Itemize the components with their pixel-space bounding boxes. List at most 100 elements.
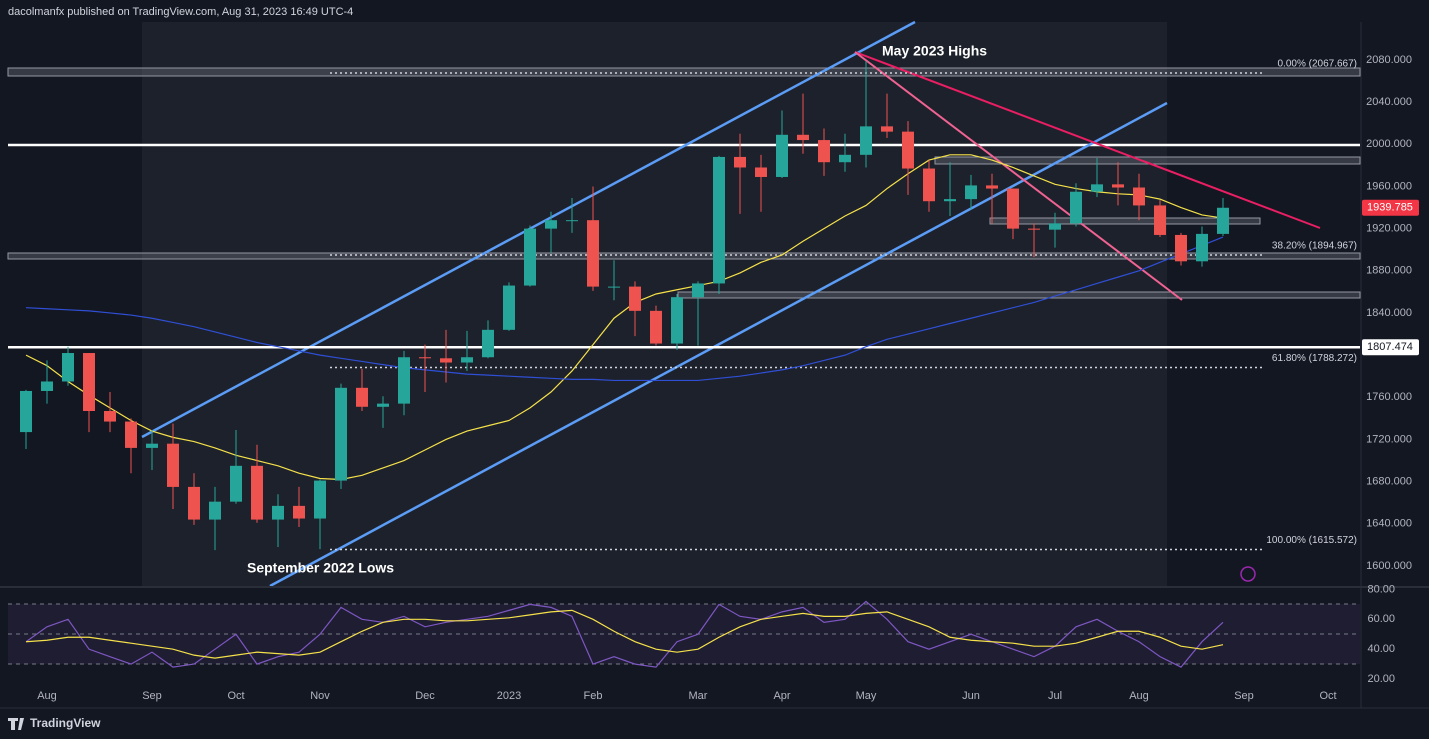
y-tick-label: 1880.000 — [1366, 265, 1412, 277]
candle-body — [146, 443, 158, 448]
x-tick-label: Dec — [415, 690, 435, 702]
candle-body — [1028, 228, 1040, 230]
fib-label: 38.20% (1894.967) — [1272, 241, 1357, 252]
footer: TradingView — [30, 716, 101, 730]
zones — [7, 67, 1361, 299]
x-tick-label: Apr — [773, 690, 790, 702]
candle-body — [20, 390, 32, 433]
x-tick-label: Oct — [227, 690, 244, 702]
trend-line — [854, 51, 1321, 229]
plot: 0.00% (2067.667) 38.20% (1894.967) 61.80% … — [8, 59, 1360, 551]
x-tick-label: Jun — [962, 690, 980, 702]
zone — [7, 252, 1361, 260]
candle-body — [671, 297, 683, 344]
y-tick-label: 1840.000 — [1366, 307, 1412, 319]
rsi-plot — [25, 600, 1224, 668]
candle-body — [1217, 207, 1229, 234]
candle-body — [650, 310, 662, 344]
candle-body — [755, 167, 767, 177]
candle-body — [608, 286, 620, 288]
x-tick-label: Mar — [689, 690, 708, 702]
x-tick-label: Sep — [1234, 690, 1254, 702]
candle-body — [209, 501, 221, 520]
candle-body — [587, 220, 599, 287]
candle-body — [1007, 188, 1019, 229]
candle-body — [419, 357, 431, 359]
candle-body — [314, 480, 326, 519]
y-tick-label: 1760.000 — [1366, 391, 1412, 403]
candle-body — [986, 185, 998, 189]
candle-body — [965, 185, 977, 200]
x-tick-label: May — [856, 690, 877, 702]
candle-body — [1175, 234, 1187, 262]
icon[interactable] — [1240, 566, 1256, 582]
moving-average — [25, 154, 1224, 481]
candle-body — [230, 465, 242, 502]
annotation: May 2023 Highs — [882, 43, 987, 59]
rsi-tick-label: 80.00 — [1367, 583, 1395, 595]
channel-line — [269, 101, 1168, 588]
fib-label: 0.00% (2067.667) — [1277, 59, 1357, 70]
y-tick-label: 2000.000 — [1366, 138, 1412, 150]
candle-body — [629, 286, 641, 311]
candle-body — [503, 285, 515, 330]
candle-body — [860, 126, 872, 155]
candle-body — [797, 134, 809, 141]
trend-line — [854, 51, 1183, 301]
candle-body — [41, 381, 53, 391]
zone — [7, 67, 1361, 77]
candle-body — [566, 220, 578, 222]
candle-body — [839, 154, 851, 163]
rsi-ma-line — [25, 609, 1224, 659]
candle-body — [104, 411, 116, 422]
candle-body — [83, 353, 95, 412]
rsi-tick-label: 20.00 — [1367, 673, 1395, 685]
candle-body — [545, 220, 557, 229]
y-tick-label: 2040.000 — [1366, 96, 1412, 108]
candle-body — [776, 134, 788, 177]
candle-body — [272, 505, 284, 520]
candle-body — [62, 353, 74, 382]
rsi-tick-label: 40.00 — [1367, 643, 1395, 655]
header: dacolmanfx published on TradingView.com,… — [8, 6, 353, 18]
candle-body — [461, 357, 473, 363]
moving-average — [25, 236, 1224, 382]
candle-body — [818, 140, 830, 163]
fib-label: 61.80% (1788.272) — [1272, 353, 1357, 364]
x-tick-label: Jul — [1048, 690, 1062, 702]
x-tick-label: Oct — [1319, 690, 1336, 702]
candle-body — [692, 283, 704, 298]
candle-body — [335, 387, 347, 481]
price-tag — [1362, 339, 1419, 356]
zone — [934, 156, 1361, 165]
rsi-line — [25, 600, 1224, 668]
candle-body — [1133, 187, 1145, 206]
candle-body — [251, 465, 263, 520]
candle-body — [734, 156, 746, 168]
zone — [989, 217, 1261, 225]
candle-body — [167, 443, 179, 487]
rsi-levels — [8, 603, 1360, 665]
candle-body — [188, 486, 200, 520]
price-tag-label: 1807.474 — [1367, 341, 1413, 353]
y-tick-label: 1600.000 — [1366, 560, 1412, 572]
range-box — [142, 22, 1167, 586]
candle-body — [944, 199, 956, 202]
candle-body — [1154, 205, 1166, 235]
candle-body — [524, 228, 536, 286]
candle-body — [713, 156, 725, 284]
candle-body — [377, 403, 389, 407]
x-tick-label: Aug — [1129, 690, 1149, 702]
price-tag-label: 1939.785 — [1367, 202, 1413, 214]
candle-body — [1070, 191, 1082, 224]
x-tick-label: Sep — [142, 690, 162, 702]
y-tick-label: 1640.000 — [1366, 518, 1412, 530]
price-tag — [1362, 199, 1419, 216]
x-tick-label: 2023 — [497, 690, 521, 702]
annotation: September 2022 Lows — [247, 560, 394, 576]
y-tick-label: 1720.000 — [1366, 433, 1412, 445]
x-tick-label: Nov — [310, 690, 330, 702]
